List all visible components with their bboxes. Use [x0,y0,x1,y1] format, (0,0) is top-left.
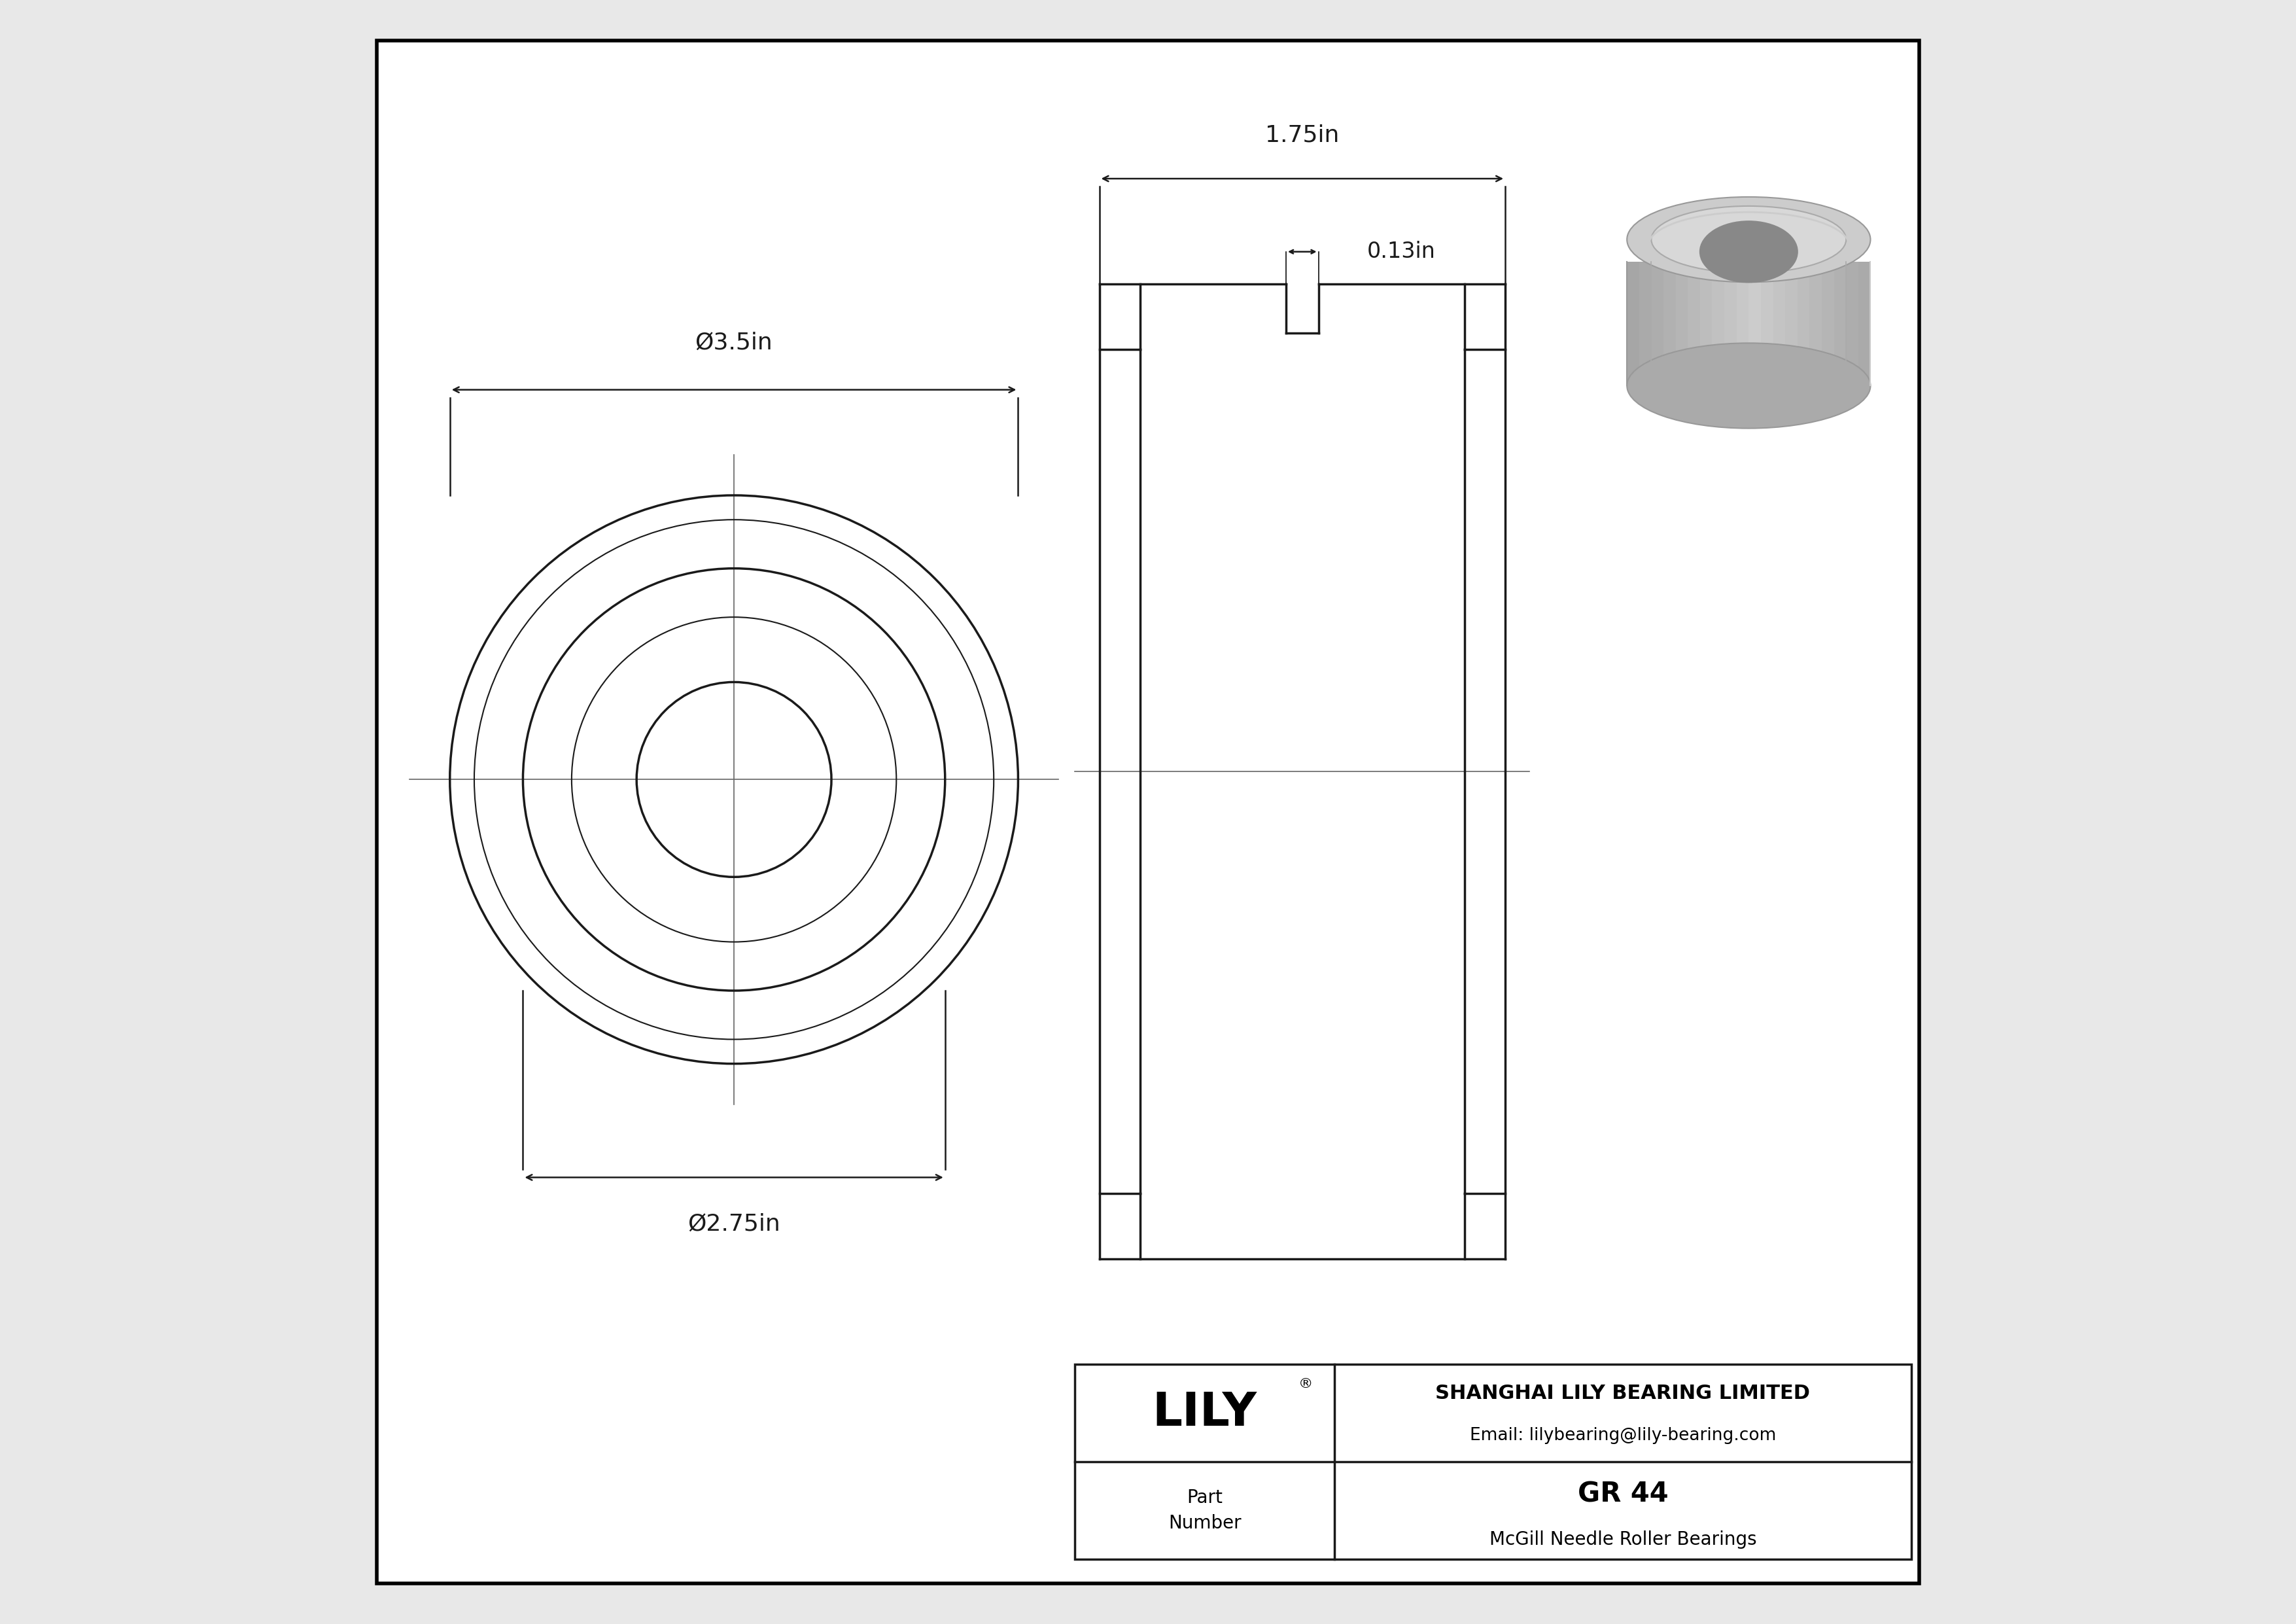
Ellipse shape [1699,221,1798,283]
Bar [1688,261,1699,387]
Text: Part
Number: Part Number [1169,1489,1242,1531]
Ellipse shape [1651,206,1846,273]
Bar [1651,261,1665,387]
Ellipse shape [1628,197,1871,283]
Bar [1676,261,1688,387]
Bar [1713,261,1724,387]
Bar [1724,261,1736,387]
Text: 1.75in: 1.75in [1265,123,1339,146]
Text: ®: ® [1297,1377,1313,1390]
Bar [1665,261,1676,387]
Bar [1773,261,1786,387]
Text: McGill Needle Roller Bearings: McGill Needle Roller Bearings [1490,1530,1756,1549]
Text: Ø2.75in: Ø2.75in [687,1213,781,1236]
Bar [1786,261,1798,387]
Bar [1750,261,1761,387]
Bar [1835,261,1846,387]
Bar [1628,261,1871,387]
Text: 0.13in: 0.13in [1366,240,1435,263]
Text: Email: lilybearing@lily-bearing.com: Email: lilybearing@lily-bearing.com [1469,1427,1777,1444]
Text: GR 44: GR 44 [1577,1481,1669,1507]
Bar [1639,261,1651,387]
Text: Ø3.5in: Ø3.5in [696,331,774,354]
Bar [1846,261,1857,387]
Bar [1075,1364,1910,1559]
Bar [1857,261,1871,387]
Bar [1809,261,1821,387]
Ellipse shape [1628,343,1871,429]
Bar [1798,261,1809,387]
Bar [1628,261,1639,387]
Bar [1821,261,1835,387]
Text: LILY: LILY [1153,1390,1258,1436]
Bar [1761,261,1773,387]
Bar [1699,261,1713,387]
Bar [1736,261,1750,387]
Text: SHANGHAI LILY BEARING LIMITED: SHANGHAI LILY BEARING LIMITED [1435,1384,1809,1403]
